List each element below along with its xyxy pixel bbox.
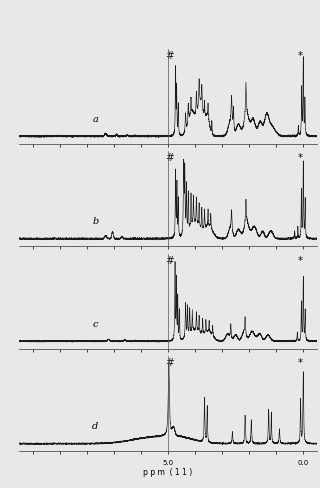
Text: c: c xyxy=(92,320,98,328)
Text: #: # xyxy=(165,256,173,265)
Text: *: * xyxy=(297,153,302,163)
Text: *: * xyxy=(297,256,302,265)
Text: *: * xyxy=(297,358,302,368)
Text: #: # xyxy=(165,358,173,368)
Text: b: b xyxy=(92,217,99,226)
Text: a: a xyxy=(92,115,98,123)
X-axis label: p p m  ( 1 1 ): p p m ( 1 1 ) xyxy=(143,468,193,477)
Text: d: d xyxy=(92,422,99,431)
Text: *: * xyxy=(297,51,302,61)
Text: #: # xyxy=(165,51,173,61)
Text: #: # xyxy=(165,153,173,163)
